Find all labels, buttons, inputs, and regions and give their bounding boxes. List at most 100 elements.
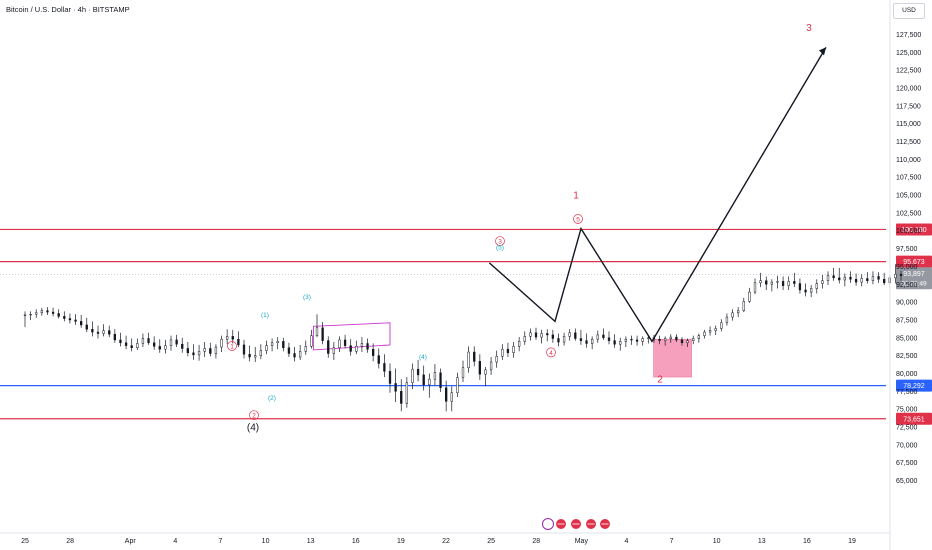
candle-body (585, 340, 588, 344)
candle-body (248, 353, 251, 358)
minor-wave-label: (2) (268, 395, 276, 402)
y-tick-label: 117,500 (896, 103, 921, 110)
y-tick-label: 77,500 (896, 389, 918, 396)
candle-body (871, 276, 875, 281)
candle-body (23, 314, 27, 316)
y-tick-label: 127,500 (896, 32, 921, 39)
candle-body (501, 348, 504, 357)
candle-body (686, 340, 689, 344)
price-level-tag (896, 255, 932, 268)
candle-body (770, 281, 774, 285)
candle-body (338, 339, 341, 349)
candle-body (489, 361, 493, 371)
price-level-tag (896, 412, 932, 425)
price-level-tag (896, 379, 932, 392)
circled-wave-label: 5 (576, 216, 580, 223)
candle-body (237, 338, 240, 346)
candle-body (562, 336, 566, 343)
candle-body (388, 371, 392, 384)
candle-body (293, 353, 296, 358)
candle-body (136, 343, 139, 349)
candle-body (141, 338, 145, 344)
candle-body (130, 345, 133, 349)
x-tick-label: 16 (352, 538, 360, 545)
candle-body (899, 274, 903, 276)
candle-body (551, 334, 555, 339)
candle-body (411, 368, 414, 383)
y-tick-label: 100,000 (896, 228, 921, 235)
candle-body (394, 383, 397, 392)
candle-body (860, 278, 863, 283)
circled-wave-marker (227, 341, 237, 351)
candle-body (343, 339, 347, 346)
candle-body (169, 339, 173, 346)
y-axis: 65,000 67,500 70,000 72,500 75,000 77,500 80,0… (889, 0, 921, 550)
candle-body (731, 312, 734, 318)
candle-body (557, 338, 560, 343)
candle-body (720, 322, 723, 329)
candle-body (377, 355, 380, 364)
target-zone (653, 338, 692, 378)
candle-body (46, 310, 49, 313)
candle-body (68, 318, 72, 321)
candle-body (113, 333, 116, 341)
candle-body (96, 331, 100, 334)
candle-body (523, 336, 526, 342)
candle-body (664, 338, 667, 341)
candle-body (108, 330, 111, 335)
candle-body (456, 377, 459, 393)
current-price-label: 93,897 (903, 271, 925, 278)
candle-body (51, 311, 55, 314)
candle-body (692, 338, 695, 341)
y-tick-label: 87,500 (896, 317, 918, 324)
event-icons (542, 518, 611, 530)
candle-body (748, 291, 751, 302)
candle-body (781, 281, 785, 286)
x-axis: 25 28 Apr 4 7 10 13 16 19 22 25 28 May 4 7 10 13 16 19 (0, 532, 890, 545)
price-level-label: 95,673 (903, 259, 925, 266)
minor-wave-label: (4) (419, 354, 427, 361)
candle-body (753, 282, 757, 293)
candle-body (259, 350, 262, 356)
candle-body (416, 368, 420, 376)
candle-body (175, 339, 178, 345)
candle-body (433, 372, 437, 380)
x-tick-label: 28 (66, 538, 74, 545)
candle-body (529, 332, 532, 337)
candle-body (231, 336, 234, 340)
y-tick-label: 95,000 (896, 264, 918, 271)
candle-body (591, 338, 594, 344)
currency-selector[interactable]: USD (893, 3, 925, 19)
price-levels: 100,180 95,673 78,292 73,651 93,897 01:38:49 (0, 223, 932, 425)
candle-body (57, 313, 60, 317)
circled-wave-label: 2 (252, 413, 256, 420)
candle-body (439, 372, 442, 388)
circled-wave-marker (546, 347, 556, 358)
candle-body (793, 281, 796, 284)
candle-body (147, 338, 150, 344)
channel-box (312, 322, 391, 351)
channel-flag (312, 322, 391, 351)
candle-body (282, 341, 285, 349)
circled-wave-marker (573, 214, 583, 224)
x-tick-label: 19 (848, 538, 856, 545)
candle-body (602, 334, 605, 339)
y-tick-label: 67,500 (896, 460, 918, 467)
circled-wave-label: 4 (549, 350, 553, 357)
circled-wave-marker (249, 410, 259, 421)
x-tick-label: 19 (397, 538, 405, 545)
candle-body (450, 392, 453, 402)
candle-body (29, 313, 32, 316)
x-tick-label: 13 (307, 538, 315, 545)
primary-wave-label: 2 (657, 375, 663, 386)
y-tick-label: 112,500 (896, 139, 921, 146)
circled-wave-marker (495, 236, 505, 246)
x-tick-label: 7 (670, 538, 674, 545)
candle-body (579, 338, 583, 341)
candle-body (506, 348, 510, 354)
countdown-label: 01:38:49 (901, 280, 927, 287)
candle-body (703, 331, 706, 336)
candle-body (798, 283, 802, 291)
y-tick-label: 125,000 (896, 50, 921, 57)
